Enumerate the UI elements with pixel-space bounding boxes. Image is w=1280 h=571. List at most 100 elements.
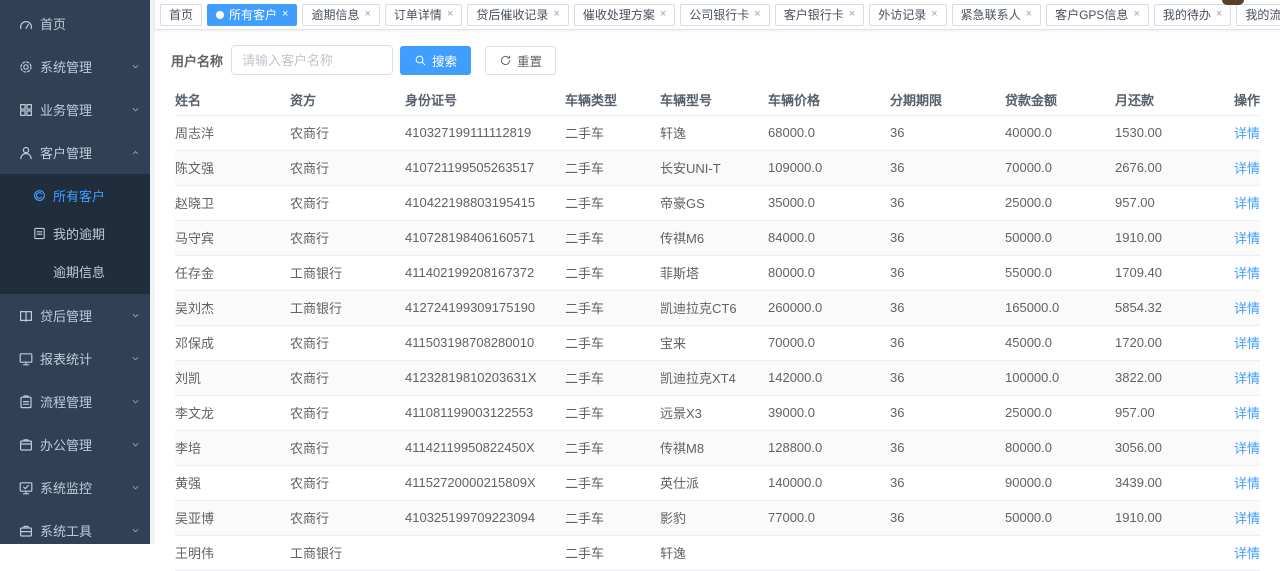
reset-button[interactable]: 重置 bbox=[485, 45, 557, 75]
cell-vehicle-price: 109000.0 bbox=[768, 150, 890, 186]
tab-customer-bank-card[interactable]: 客户银行卡 × bbox=[774, 3, 865, 26]
search-button[interactable]: 搜索 bbox=[400, 45, 472, 75]
tab-customer-gps[interactable]: 客户GPS信息 × bbox=[1046, 3, 1149, 26]
cell-vehicle-model: 轩逸 bbox=[660, 535, 768, 571]
tab-label: 所有客户 bbox=[229, 8, 278, 22]
sidebar-item-system-management[interactable]: 系统管理 bbox=[0, 45, 155, 88]
cell-installment-term: 36 bbox=[890, 465, 1005, 501]
sidebar-item-system-monitor[interactable]: 系统监控 bbox=[0, 466, 155, 509]
cell-funder: 农商行 bbox=[290, 325, 405, 361]
sidebar-item-label: 我的逾期 bbox=[53, 226, 106, 242]
close-icon[interactable]: × bbox=[446, 8, 454, 20]
close-icon[interactable]: × bbox=[1025, 8, 1033, 20]
detail-link[interactable]: 详情 bbox=[1233, 161, 1260, 176]
close-icon[interactable]: × bbox=[1215, 8, 1223, 20]
close-icon[interactable]: × bbox=[659, 8, 667, 20]
tab-emergency-contacts[interactable]: 紧急联系人 × bbox=[951, 3, 1042, 26]
column-header-vehicle-type: 车辆类型 bbox=[565, 85, 660, 116]
cell-installment-term: 36 bbox=[890, 290, 1005, 326]
submenu-customer-management: 所有客户我的逾期逾期信息 bbox=[0, 174, 155, 294]
sidebar-item-process-management[interactable]: 流程管理 bbox=[0, 380, 155, 423]
search-icon bbox=[414, 54, 427, 67]
chevron-down-icon bbox=[130, 525, 141, 536]
user-icon bbox=[18, 145, 34, 161]
tab-collection-plan[interactable]: 催收处理方案 × bbox=[573, 3, 676, 26]
chevron-down-icon bbox=[130, 353, 141, 364]
tab-order-detail[interactable]: 订单详情 × bbox=[384, 3, 463, 26]
gear-icon bbox=[18, 59, 34, 75]
sidebar-scrollbar[interactable] bbox=[150, 0, 155, 544]
cell-monthly-payment: 2676.00 bbox=[1115, 150, 1220, 186]
cell-monthly-payment: 1720.00 bbox=[1115, 325, 1220, 361]
sidebar-item-my-overdue[interactable]: 我的逾期 bbox=[0, 214, 155, 252]
sidebar-item-all-customers[interactable]: 所有客户 bbox=[0, 176, 155, 214]
cell-name: 赵晓卫 bbox=[175, 185, 290, 221]
cell-name: 吴刘杰 bbox=[175, 290, 290, 326]
cell-funder: 工商银行 bbox=[290, 535, 405, 571]
detail-link[interactable]: 详情 bbox=[1233, 406, 1260, 421]
tool-icon bbox=[18, 523, 34, 539]
tab-label: 客户银行卡 bbox=[783, 8, 844, 22]
cell-loan-amount: 25000.0 bbox=[1005, 395, 1115, 431]
cell-funder: 农商行 bbox=[290, 360, 405, 396]
tab-visit-records[interactable]: 外访记录 × bbox=[869, 3, 947, 26]
avatar[interactable] bbox=[1222, 0, 1244, 5]
cell-loan-amount: 45000.0 bbox=[1005, 325, 1115, 361]
cell-installment-term: 36 bbox=[890, 255, 1005, 291]
tab-my-process[interactable]: 我的流程× bbox=[1236, 3, 1280, 26]
sidebar-item-system-tools[interactable]: 系统工具 bbox=[0, 509, 155, 552]
sidebar-item-business-management[interactable]: 业务管理 bbox=[0, 88, 155, 131]
cell-vehicle-price: 68000.0 bbox=[768, 115, 890, 151]
cell-actions: 详情 bbox=[1220, 535, 1260, 571]
tab-home[interactable]: 首页 bbox=[160, 3, 203, 26]
detail-link[interactable]: 详情 bbox=[1233, 546, 1260, 561]
close-icon[interactable]: × bbox=[364, 8, 371, 20]
sidebar-item-home[interactable]: 首页 bbox=[0, 2, 155, 45]
detail-link[interactable]: 详情 bbox=[1233, 441, 1260, 456]
detail-link[interactable]: 详情 bbox=[1233, 476, 1260, 491]
close-icon[interactable]: × bbox=[848, 8, 856, 20]
customers-table: 姓名 资方 身份证号 车辆类型 车辆型号 车辆价格 分期期限 贷款金额 月还款 操作 周志洋 农商行… bbox=[175, 85, 1260, 571]
column-header-vehicle-price: 车辆价格 bbox=[768, 85, 890, 116]
cell-installment-term: 36 bbox=[890, 115, 1005, 151]
search-input[interactable] bbox=[231, 45, 394, 75]
flow-icon bbox=[18, 394, 34, 410]
cell-name: 邓保成 bbox=[175, 325, 290, 361]
close-icon[interactable]: × bbox=[282, 8, 289, 20]
sidebar-item-customer-management[interactable]: 客户管理 bbox=[0, 131, 155, 174]
sidebar-item-report-statistics[interactable]: 报表统计 bbox=[0, 337, 155, 380]
sidebar-item-loan-post-management[interactable]: 贷后管理 bbox=[0, 294, 155, 337]
search-button-label: 搜索 bbox=[432, 54, 458, 69]
table-row: 李培 农商行 41142119950822450X 二手车 传祺M8 128800.0 36… bbox=[175, 430, 1260, 466]
tab-company-bank-card[interactable]: 公司银行卡 × bbox=[680, 3, 770, 26]
detail-link[interactable]: 详情 bbox=[1233, 371, 1260, 386]
chevron-down-icon bbox=[130, 482, 141, 493]
cell-funder: 农商行 bbox=[290, 500, 405, 536]
detail-link[interactable]: 详情 bbox=[1233, 126, 1260, 141]
cell-id-number: 410422198803195415 bbox=[405, 185, 565, 221]
detail-link[interactable]: 详情 bbox=[1233, 511, 1260, 526]
sidebar-item-label: 系统管理 bbox=[40, 60, 93, 75]
close-icon[interactable]: × bbox=[931, 8, 938, 20]
tab-my-todo[interactable]: 我的待办 × bbox=[1153, 3, 1232, 26]
sidebar-item-overdue-info[interactable]: 逾期信息 bbox=[0, 252, 155, 290]
cell-funder: 农商行 bbox=[290, 185, 405, 221]
grid-icon bbox=[18, 102, 34, 118]
sidebar-item-label: 业务管理 bbox=[40, 103, 93, 118]
close-icon[interactable]: × bbox=[754, 8, 761, 20]
detail-link[interactable]: 详情 bbox=[1233, 196, 1260, 211]
detail-link[interactable]: 详情 bbox=[1233, 231, 1260, 246]
detail-link[interactable]: 详情 bbox=[1233, 266, 1260, 281]
column-header-actions: 操作 bbox=[1220, 85, 1260, 116]
close-icon[interactable]: × bbox=[1133, 8, 1140, 20]
cell-vehicle-model: 传祺M6 bbox=[660, 220, 768, 256]
cell-loan-amount: 55000.0 bbox=[1005, 255, 1115, 291]
cell-vehicle-model: 长安UNI-T bbox=[660, 150, 768, 186]
tab-overdue-info[interactable]: 逾期信息 × bbox=[302, 3, 380, 26]
tab-collection-records[interactable]: 贷后催收记录 × bbox=[467, 3, 569, 26]
tab-all-customers[interactable]: 所有客户 × bbox=[207, 3, 298, 26]
detail-link[interactable]: 详情 bbox=[1233, 301, 1260, 316]
sidebar-item-office-management[interactable]: 办公管理 bbox=[0, 423, 155, 466]
close-icon[interactable]: × bbox=[553, 8, 560, 20]
detail-link[interactable]: 详情 bbox=[1233, 336, 1260, 351]
